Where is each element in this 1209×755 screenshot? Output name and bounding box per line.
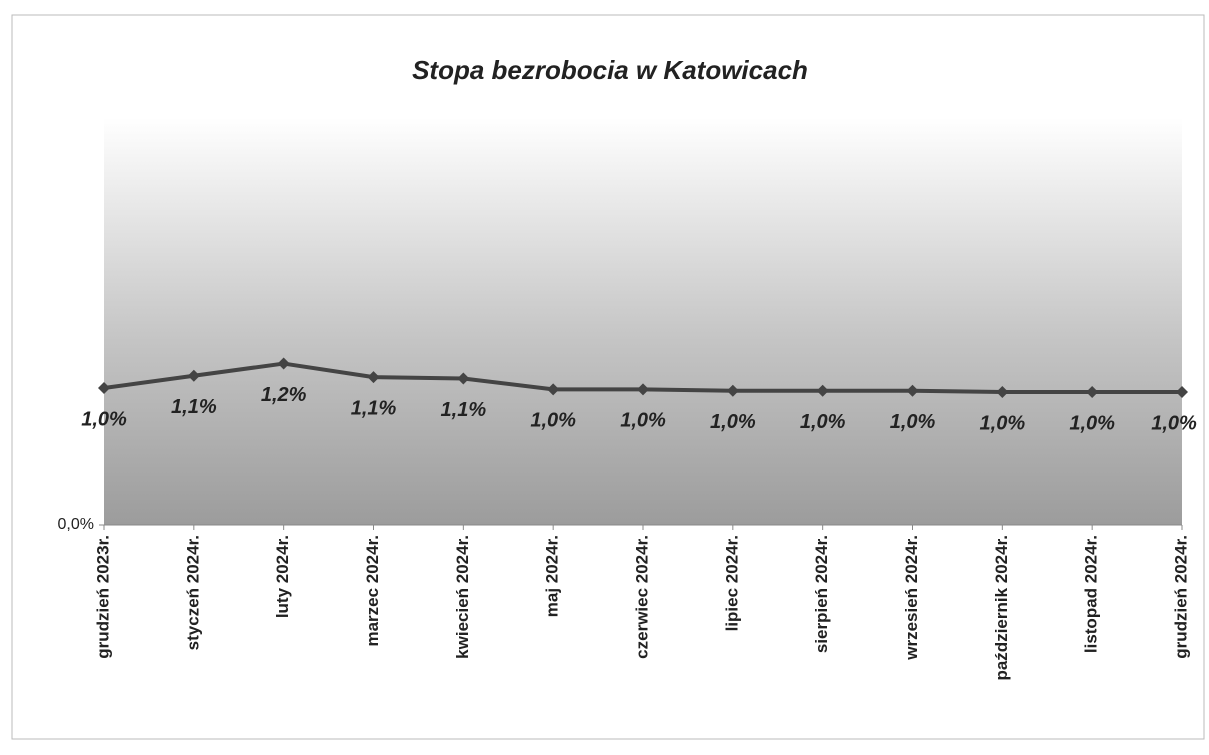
data-label: 1,1% (441, 399, 487, 421)
x-tick-label: grudzień 2024r. (1171, 535, 1190, 659)
data-point (637, 383, 649, 396)
data-label: 1,0% (1069, 412, 1115, 434)
data-label: 1,0% (710, 411, 756, 433)
data-label: 1,0% (890, 411, 936, 433)
data-point (726, 384, 739, 397)
data-point (996, 386, 1009, 399)
x-tick-label: sierpień 2024r. (812, 535, 831, 653)
data-label: 1,0% (1151, 412, 1197, 434)
data-label: 1,1% (351, 397, 397, 419)
plot-area (104, 118, 1182, 525)
x-tick-label: maj 2024r. (543, 535, 562, 617)
data-point (277, 357, 290, 370)
data-point (367, 371, 380, 384)
x-tick-label: grudzień 2023r. (93, 535, 112, 659)
data-label: 1,0% (530, 410, 576, 432)
data-point (1176, 386, 1188, 399)
data-label: 1,1% (171, 396, 217, 418)
data-point (187, 369, 200, 382)
data-point (1086, 386, 1099, 399)
x-tick-label: czerwiec 2024r. (632, 535, 651, 659)
data-label: 1,0% (800, 411, 846, 433)
chart-title: Stopa bezrobocia w Katowicach (412, 55, 808, 85)
data-label: 1,0% (980, 412, 1026, 434)
y-tick-label: 0,0% (58, 516, 94, 533)
x-tick-label: październik 2024r. (992, 535, 1011, 681)
x-tick-label: luty 2024r. (273, 535, 292, 618)
x-tick-label: wrzesień 2024r. (902, 535, 921, 661)
x-tick-label: listopad 2024r. (1082, 535, 1101, 653)
x-tick-label: kwiecień 2024r. (453, 535, 472, 659)
x-tick-label: lipiec 2024r. (722, 535, 741, 631)
data-point (547, 383, 560, 396)
data-label: 1,2% (261, 384, 307, 406)
x-tick-label: styczeń 2024r. (183, 535, 202, 650)
data-point (98, 381, 110, 394)
data-point (906, 384, 919, 397)
data-point (816, 384, 829, 397)
data-label: 1,0% (81, 408, 127, 430)
data-label: 1,0% (620, 410, 666, 432)
x-tick-label: marzec 2024r. (363, 535, 382, 647)
data-point (457, 372, 470, 385)
